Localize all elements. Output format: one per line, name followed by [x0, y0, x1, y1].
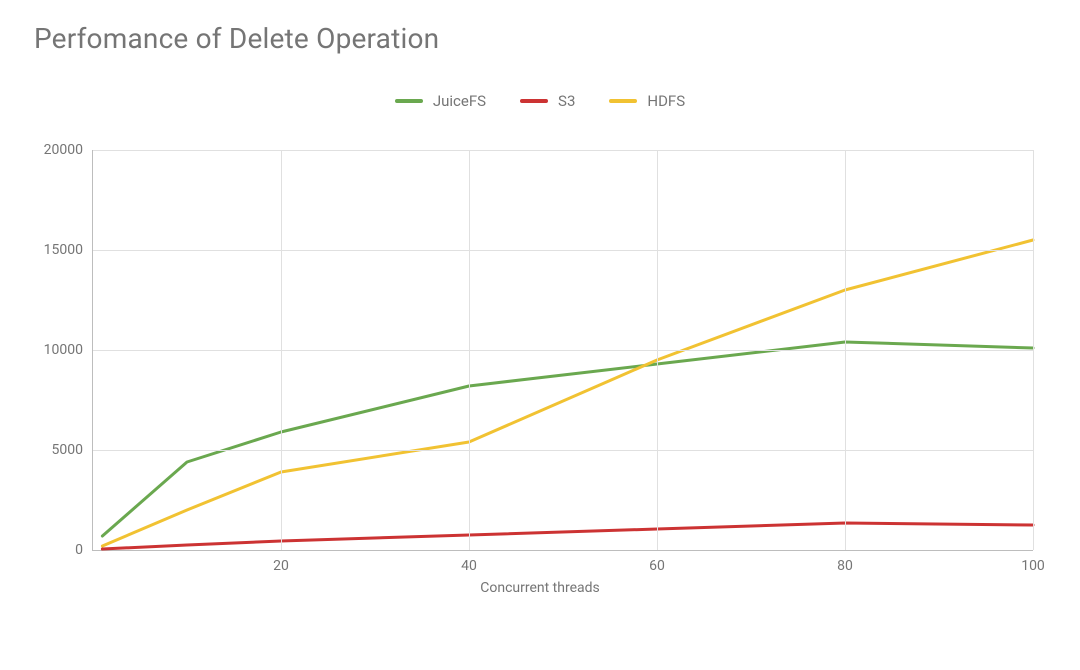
x-tick-label: 20	[273, 550, 289, 574]
legend-item: HDFS	[609, 92, 685, 110]
gridline-horizontal	[93, 150, 1033, 151]
legend-label: S3	[558, 92, 575, 110]
legend-label: JuiceFS	[433, 92, 486, 110]
y-tick-label: 5000	[52, 442, 93, 458]
legend-label: HDFS	[647, 92, 685, 110]
plot-area: 2040608010005000100001500020000	[92, 150, 1033, 551]
legend-item: JuiceFS	[395, 92, 486, 110]
x-axis-title: Concurrent threads	[34, 580, 1046, 596]
chart-container: Perfomance of Delete Operation JuiceFS S3…	[0, 0, 1080, 670]
y-tick-label: 15000	[44, 242, 93, 258]
y-tick-label: 10000	[44, 342, 93, 358]
x-tick-label: 60	[649, 550, 665, 574]
series-line	[102, 523, 1033, 549]
x-tick-label: 80	[837, 550, 853, 574]
legend-swatch	[609, 99, 637, 103]
gridline-horizontal	[93, 350, 1033, 351]
chart-title: Perfomance of Delete Operation	[34, 22, 439, 55]
series-line	[102, 342, 1033, 536]
y-tick-label: 0	[75, 542, 93, 558]
legend: JuiceFS S3 HDFS	[0, 92, 1080, 110]
gridline-vertical	[1033, 150, 1034, 550]
plot-wrap: 2040608010005000100001500020000 Concurre…	[34, 140, 1046, 600]
y-tick-label: 20000	[44, 142, 93, 158]
gridline-horizontal	[93, 450, 1033, 451]
x-tick-label: 100	[1021, 550, 1045, 574]
legend-item: S3	[520, 92, 575, 110]
legend-swatch	[520, 99, 548, 103]
series-line	[102, 240, 1033, 546]
gridline-horizontal	[93, 250, 1033, 251]
x-tick-label: 40	[461, 550, 477, 574]
legend-swatch	[395, 99, 423, 103]
